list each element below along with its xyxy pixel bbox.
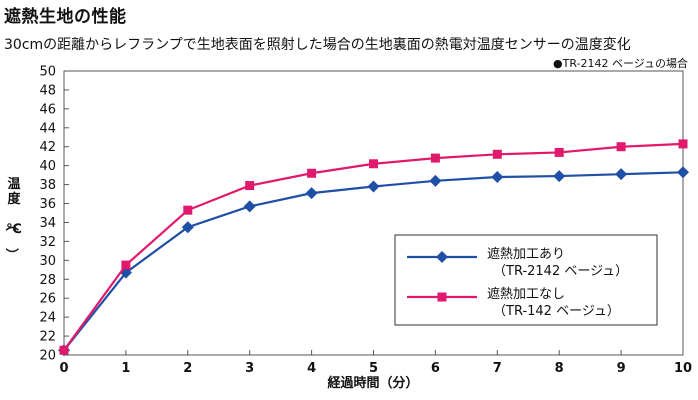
legend-marker xyxy=(437,292,447,302)
x-axis: 0 1 2 3 4 5 6 7 8 9 10 xyxy=(59,350,692,376)
data-point xyxy=(59,345,69,355)
data-point xyxy=(243,200,256,213)
data-point xyxy=(305,187,318,200)
x-tick-label: 10 xyxy=(674,361,692,376)
data-point xyxy=(492,149,502,159)
x-tick-label: 8 xyxy=(555,361,564,376)
chart-note: ●TR-2142 ベージュの場合 xyxy=(553,57,688,70)
data-point xyxy=(553,170,566,183)
y-tick-label: 34 xyxy=(39,216,56,231)
y-tick-label: 32 xyxy=(39,235,56,250)
y-tick-label: 42 xyxy=(39,140,56,155)
data-point xyxy=(677,166,689,179)
y-tick-label: 48 xyxy=(39,83,56,98)
y-axis-title-char: （ xyxy=(3,218,19,231)
y-tick-label: 36 xyxy=(39,197,56,212)
y-tick-label: 44 xyxy=(39,121,56,136)
y-tick-label: 50 xyxy=(39,65,56,80)
x-tick-label: 0 xyxy=(59,361,68,376)
y-axis-title-char: ℃ xyxy=(6,222,22,237)
legend-label: 遮熱加工あり xyxy=(487,246,565,262)
x-tick-label: 3 xyxy=(245,361,254,376)
x-tick-label: 1 xyxy=(121,361,130,376)
data-point xyxy=(554,147,564,157)
legend-sublabel: （TR-2142 ベージュ） xyxy=(493,264,628,279)
x-axis-title: 経過時間（分） xyxy=(327,375,418,391)
y-tick-label: 40 xyxy=(39,159,56,174)
data-point xyxy=(615,168,628,181)
legend: 遮熱加工あり （TR-2142 ベージュ） 遮熱加工なし （TR-142 ベージュ） xyxy=(394,234,658,326)
y-tick-label: 38 xyxy=(39,178,56,193)
data-point xyxy=(616,142,626,152)
legend-sublabel: （TR-142 ベージュ） xyxy=(493,304,620,319)
legend-item: 遮熱加工あり （TR-2142 ベージュ） xyxy=(407,246,628,279)
x-tick-label: 7 xyxy=(493,361,502,376)
data-point xyxy=(181,221,194,234)
data-point xyxy=(307,168,317,178)
legend-item: 遮熱加工なし （TR-142 ベージュ） xyxy=(407,286,620,319)
y-tick-label: 20 xyxy=(39,349,56,364)
series-layer xyxy=(58,139,689,357)
data-point xyxy=(367,180,380,193)
chart-title: 遮熱生地の性能 xyxy=(4,7,127,27)
data-point xyxy=(369,159,378,169)
y-axis-title-char: 度 xyxy=(7,191,21,207)
y-tick-label: 30 xyxy=(39,254,56,269)
y-tick-label: 46 xyxy=(39,102,56,117)
y-tick-label: 28 xyxy=(39,273,56,288)
y-axis-title-char: 温 xyxy=(7,177,20,192)
data-point xyxy=(183,205,193,215)
x-tick-label: 5 xyxy=(369,361,378,376)
series-2 xyxy=(59,139,688,355)
y-axis: 20 22 24 26 28 30 32 34 36 38 40 42 44 46 48 50 xyxy=(39,65,69,364)
x-tick-label: 4 xyxy=(307,361,316,376)
data-point xyxy=(121,260,131,270)
y-tick-label: 26 xyxy=(39,292,56,307)
y-axis-title: 温度 （℃ ） xyxy=(3,177,21,261)
data-point xyxy=(678,139,688,149)
x-tick-label: 9 xyxy=(617,361,626,376)
legend-label: 遮熱加工なし xyxy=(487,286,565,302)
x-tick-label: 2 xyxy=(183,361,192,376)
x-tick-label: 6 xyxy=(431,361,440,376)
y-axis-title-char: ） xyxy=(3,248,19,261)
legend-marker xyxy=(436,251,448,263)
data-point xyxy=(491,171,504,184)
y-tick-label: 22 xyxy=(39,330,56,345)
legend-box xyxy=(394,234,658,326)
chart-subtitle: 30cmの距離からレフランプで生地表面を照射した場合の生地裏面の熱電対温度センサ… xyxy=(4,37,631,53)
y-tick-label: 24 xyxy=(39,311,56,326)
data-point xyxy=(429,174,442,187)
data-point xyxy=(245,181,255,191)
data-point xyxy=(430,153,440,163)
